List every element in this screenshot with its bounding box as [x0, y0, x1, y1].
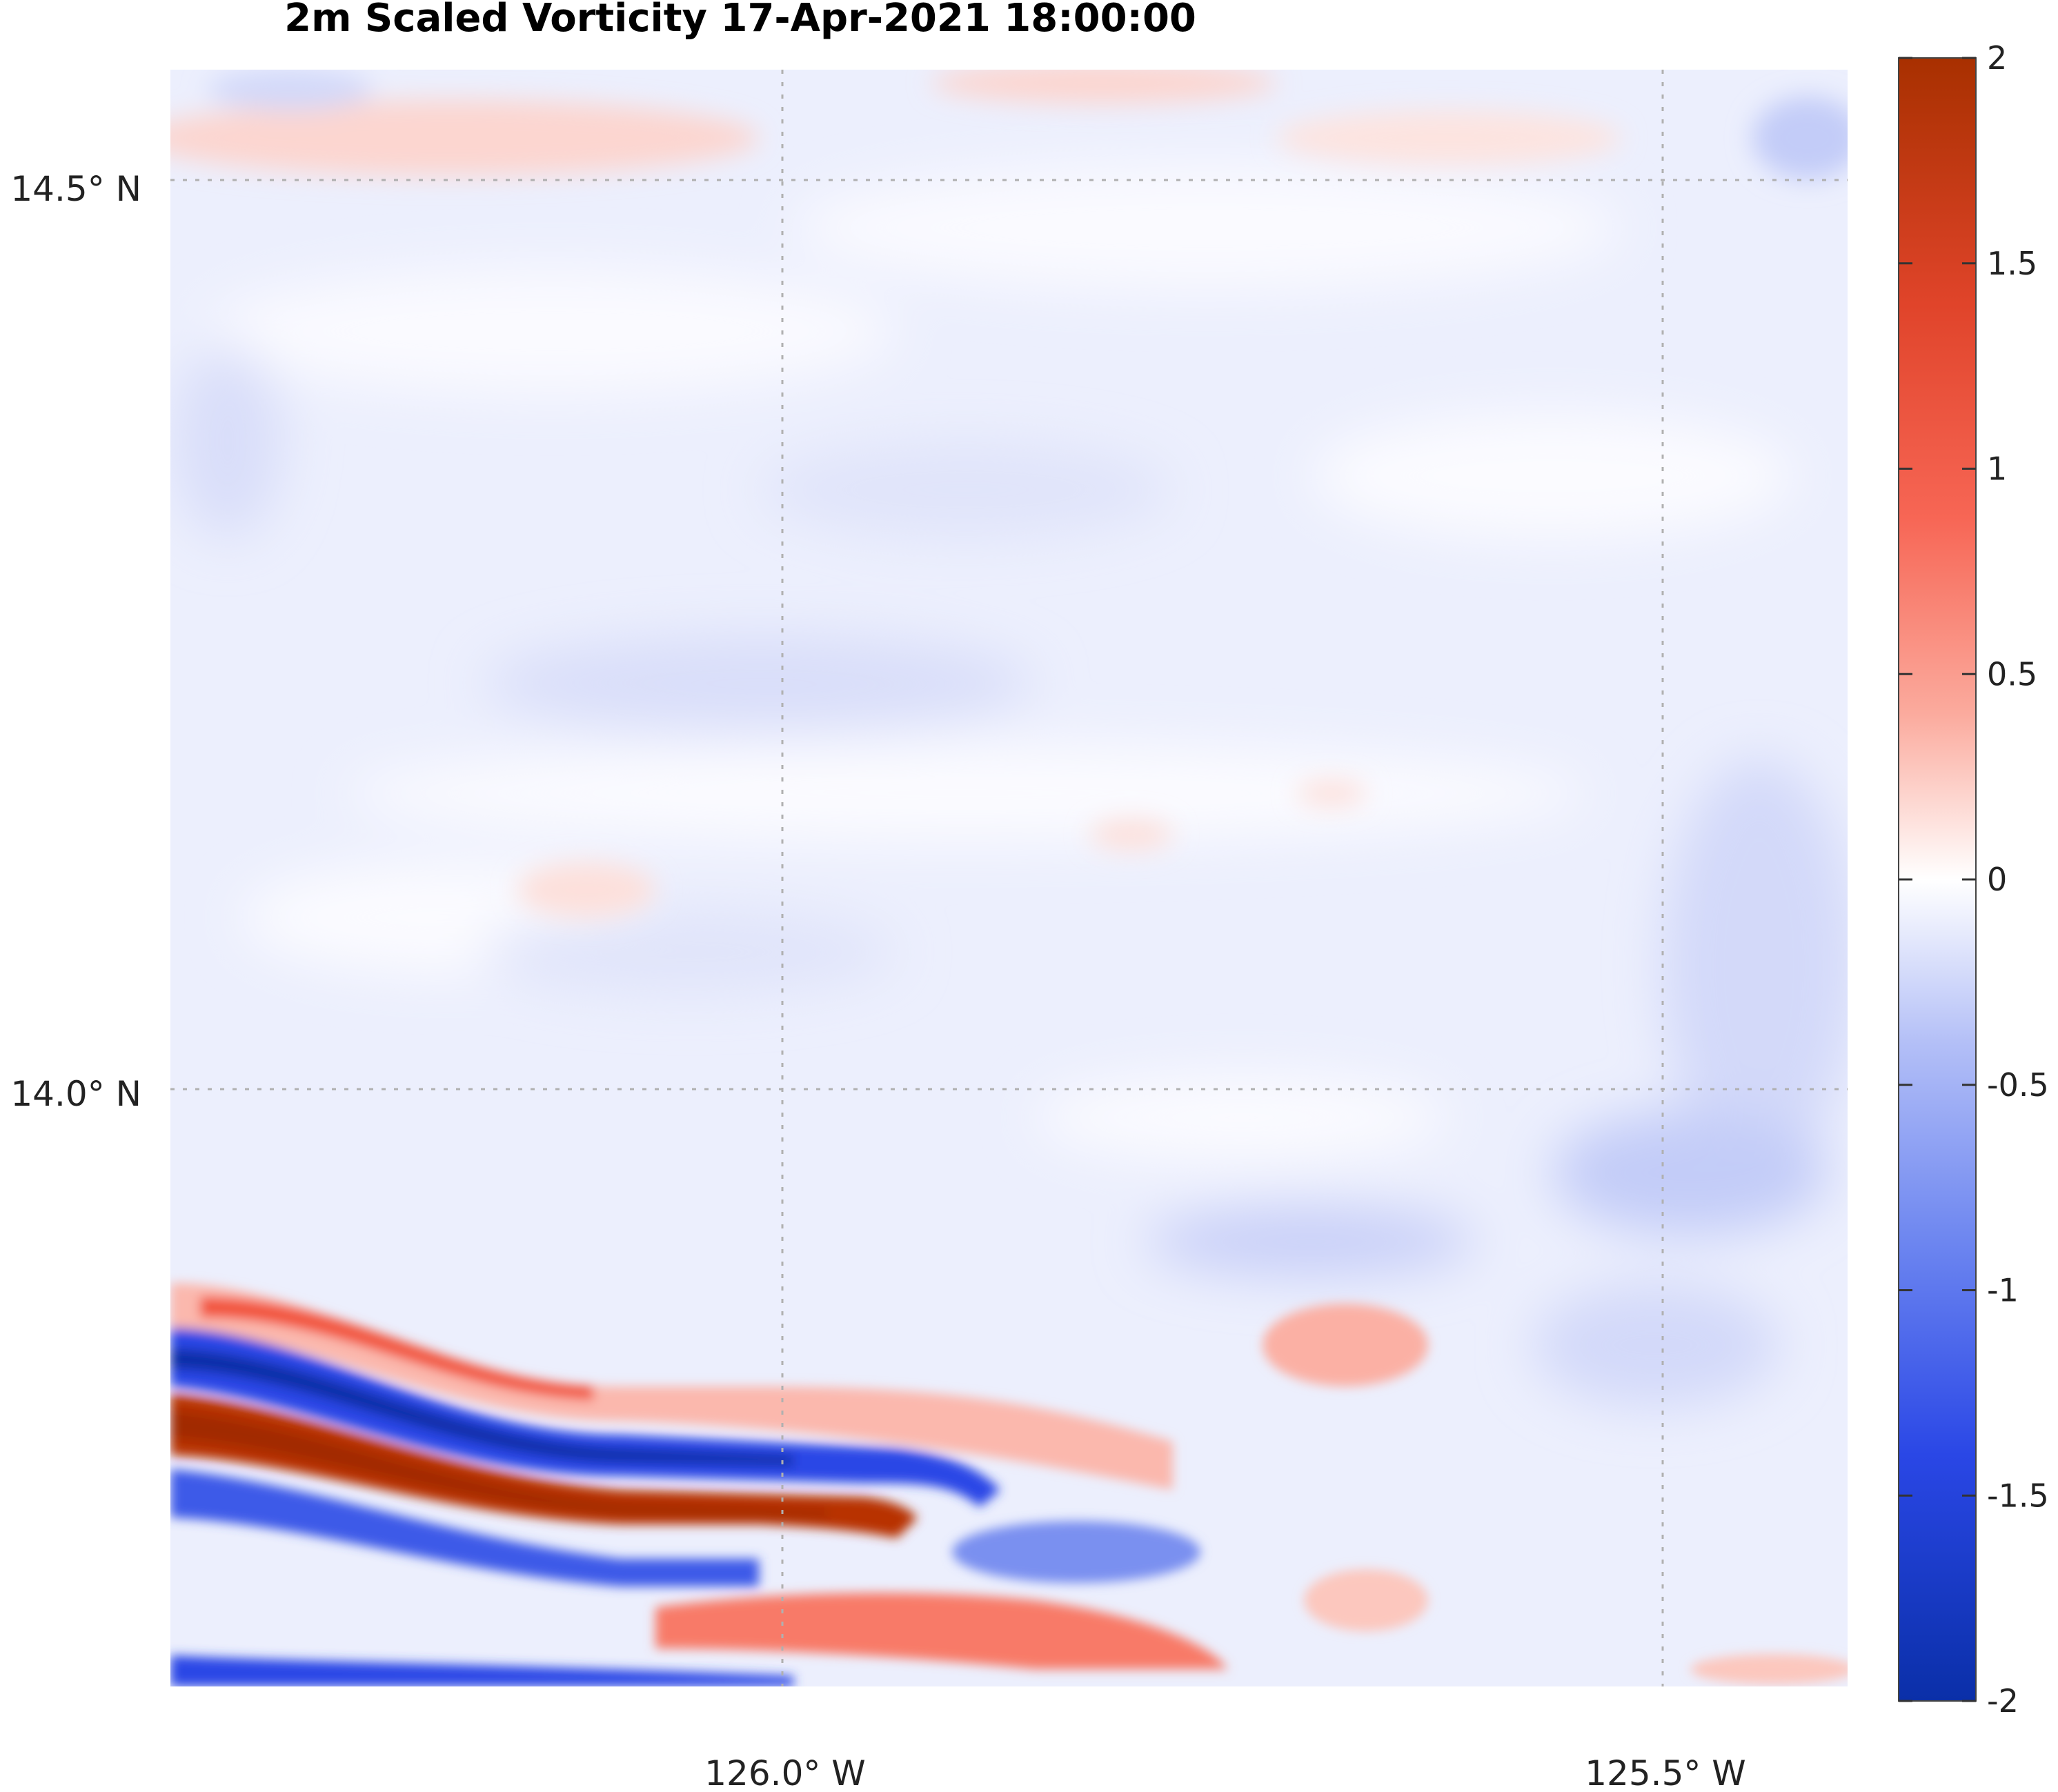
field-pink-patch: [931, 70, 1276, 103]
chart-title: 2m Scaled Vorticity 17-Apr-2021 18:00:00: [284, 0, 1196, 41]
vorticity-pink-patch: [1263, 1304, 1428, 1386]
y-tick-label-14.0: 14.0° N: [10, 1074, 141, 1114]
field-blue-patch: [1663, 759, 1848, 1173]
colorbar-tick-label: -1: [1987, 1272, 2019, 1309]
field-pink-patch: [1090, 819, 1173, 850]
field-blue-patch: [483, 635, 1035, 731]
vorticity-band-blue-lower: [170, 1469, 759, 1586]
vorticity-band-red-upper: [200, 1297, 593, 1400]
field-blue-patch: [1145, 1207, 1476, 1276]
field-pink-patch: [170, 100, 759, 176]
x-tick-label-125.5: 125.5° W: [1585, 1753, 1745, 1792]
colorbar-tick-label: 1.5: [1987, 245, 2037, 282]
field-white-patch: [345, 745, 1587, 842]
colorbar-tick-label: 0: [1987, 861, 2007, 898]
field-pink-patch: [1297, 781, 1366, 806]
vorticity-band-pink-upper: [170, 1283, 1173, 1490]
field-blue-patch: [1532, 1283, 1780, 1407]
colorbar-ticks: 2 1.5 1 0.5 0 -0.5 -1 -1.5 -2: [1899, 39, 2049, 1720]
field-pink-patch: [517, 862, 655, 917]
field-blue-patch: [207, 70, 373, 110]
plot-area: [170, 70, 1848, 1686]
grid-lines: [170, 70, 1848, 1686]
field-blue-patch: [1552, 1111, 1828, 1235]
field-white-patch: [207, 269, 897, 393]
vorticity-band-blue-core: [170, 1348, 793, 1466]
vorticity-field: [170, 70, 1848, 1686]
field-white-patch: [793, 166, 1621, 290]
field-blue-patch: [759, 441, 1173, 538]
field-white-patch: [1035, 1076, 1449, 1159]
field-blue-patch: [1752, 97, 1848, 179]
vorticity-pink-patch: [1690, 1654, 1848, 1684]
field-blue-patch: [172, 345, 283, 538]
colorbar-tick-label: 2: [1987, 39, 2007, 77]
x-tick-label-126: 126.0° W: [704, 1753, 865, 1792]
colorbar: 2 1.5 1 0.5 0 -0.5 -1 -1.5 -2: [1898, 39, 2049, 1720]
field-blue-patch: [483, 910, 897, 993]
vorticity-band-blue-bottom: [170, 1655, 793, 1686]
vorticity-band-pink-lower: [655, 1593, 1228, 1669]
vorticity-band-red-inner: [170, 1411, 828, 1517]
colorbar-tick-label: 1: [1987, 450, 2007, 488]
vorticity-pink-patch: [1304, 1569, 1428, 1631]
colorbar-tick-label: -2: [1987, 1682, 2019, 1720]
colorbar-tick-label: -0.5: [1987, 1066, 2049, 1104]
vorticity-blue-patch: [952, 1521, 1200, 1583]
colorbar-tick-label: 0.5: [1987, 655, 2037, 693]
field-white-patch: [1311, 414, 1794, 538]
y-tick-label-14.5: 14.5° N: [10, 169, 141, 209]
field-pink-patch: [1276, 110, 1621, 166]
colorbar-tick-label: -1.5: [1987, 1477, 2049, 1514]
vorticity-band-red-core: [170, 1393, 918, 1538]
